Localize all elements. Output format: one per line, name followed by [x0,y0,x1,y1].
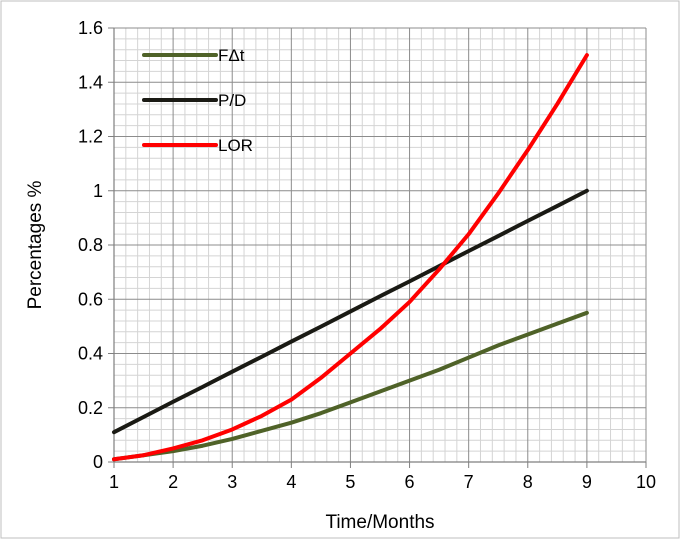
x-tick-label: 6 [405,472,415,492]
y-tick-label: 0.4 [78,344,103,364]
x-tick-label: 3 [227,472,237,492]
y-tick-label: 0.6 [78,289,103,309]
y-axis-title: Percentages % [25,180,46,309]
axes [108,27,647,468]
y-tick-label: 0 [93,452,103,472]
legend-label: LOR [218,136,253,155]
x-tick-label: 7 [464,472,474,492]
x-tick-label: 4 [286,472,296,492]
series-line [112,188,589,435]
y-tick-label: 1.2 [78,127,103,147]
x-tick-label: 1 [109,472,119,492]
x-tick-label: 10 [636,472,656,492]
series-layer [112,53,589,462]
tick-labels: 1 2 3 4 5 6 7 8 9 10 0 0.2 0.4 0.6 0.8 1 1.2 1.4 1.6 [78,18,656,492]
y-tick-label: 1.6 [78,18,103,38]
series-line [112,53,589,462]
x-tick-label: 5 [345,472,355,492]
x-tick-label: 8 [523,472,533,492]
y-tick-label: 1.4 [78,72,103,92]
legend-label: FΔt [218,46,245,65]
x-tick-label: 2 [168,472,178,492]
y-tick-label: 0.2 [78,398,103,418]
x-axis-title: Time/Months [325,512,434,533]
series-line [112,310,589,462]
legend: FΔt P/D LOR [142,46,253,155]
x-tick-label: 9 [582,472,592,492]
legend-label: P/D [218,91,246,110]
y-tick-label: 1 [93,181,103,201]
y-tick-label: 0.8 [78,235,103,255]
